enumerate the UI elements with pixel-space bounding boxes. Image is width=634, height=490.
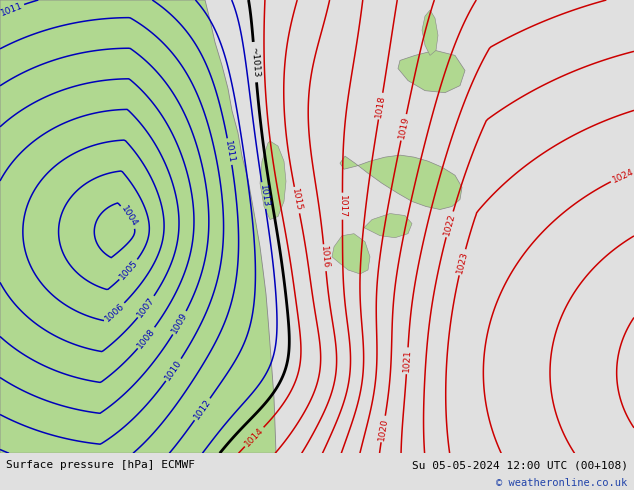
Text: 1011: 1011 bbox=[223, 140, 236, 164]
Text: 1007: 1007 bbox=[136, 295, 157, 319]
Polygon shape bbox=[422, 10, 438, 55]
Text: 1005: 1005 bbox=[118, 258, 139, 281]
Text: 1018: 1018 bbox=[374, 94, 387, 118]
Text: ~1013: ~1013 bbox=[249, 47, 261, 78]
Text: 1011: 1011 bbox=[0, 0, 24, 18]
Text: Su 05-05-2024 12:00 UTC (00+108): Su 05-05-2024 12:00 UTC (00+108) bbox=[411, 460, 628, 470]
Text: 1004: 1004 bbox=[119, 205, 139, 229]
Text: 1019: 1019 bbox=[397, 115, 410, 140]
Text: Surface pressure [hPa] ECMWF: Surface pressure [hPa] ECMWF bbox=[6, 460, 195, 470]
Polygon shape bbox=[398, 50, 465, 93]
Text: 1010: 1010 bbox=[164, 358, 184, 382]
Text: 1020: 1020 bbox=[377, 417, 389, 441]
Text: 1008: 1008 bbox=[136, 326, 157, 350]
Text: 1022: 1022 bbox=[443, 212, 457, 237]
Text: 1024: 1024 bbox=[611, 167, 634, 185]
Polygon shape bbox=[340, 155, 462, 210]
Text: 1014: 1014 bbox=[243, 426, 266, 448]
Text: 1009: 1009 bbox=[170, 311, 190, 335]
Text: 1016: 1016 bbox=[320, 246, 330, 270]
Text: 1015: 1015 bbox=[290, 188, 304, 212]
Text: 1006: 1006 bbox=[103, 301, 126, 323]
Polygon shape bbox=[0, 0, 276, 453]
Text: 1021: 1021 bbox=[402, 349, 412, 372]
Text: 1023: 1023 bbox=[455, 250, 469, 274]
Text: 1012: 1012 bbox=[192, 397, 212, 421]
Text: © weatheronline.co.uk: © weatheronline.co.uk bbox=[496, 478, 628, 489]
Polygon shape bbox=[364, 214, 412, 238]
Polygon shape bbox=[260, 141, 286, 220]
Text: 1013: 1013 bbox=[257, 184, 270, 208]
Polygon shape bbox=[332, 234, 370, 274]
Text: 1017: 1017 bbox=[338, 195, 347, 218]
